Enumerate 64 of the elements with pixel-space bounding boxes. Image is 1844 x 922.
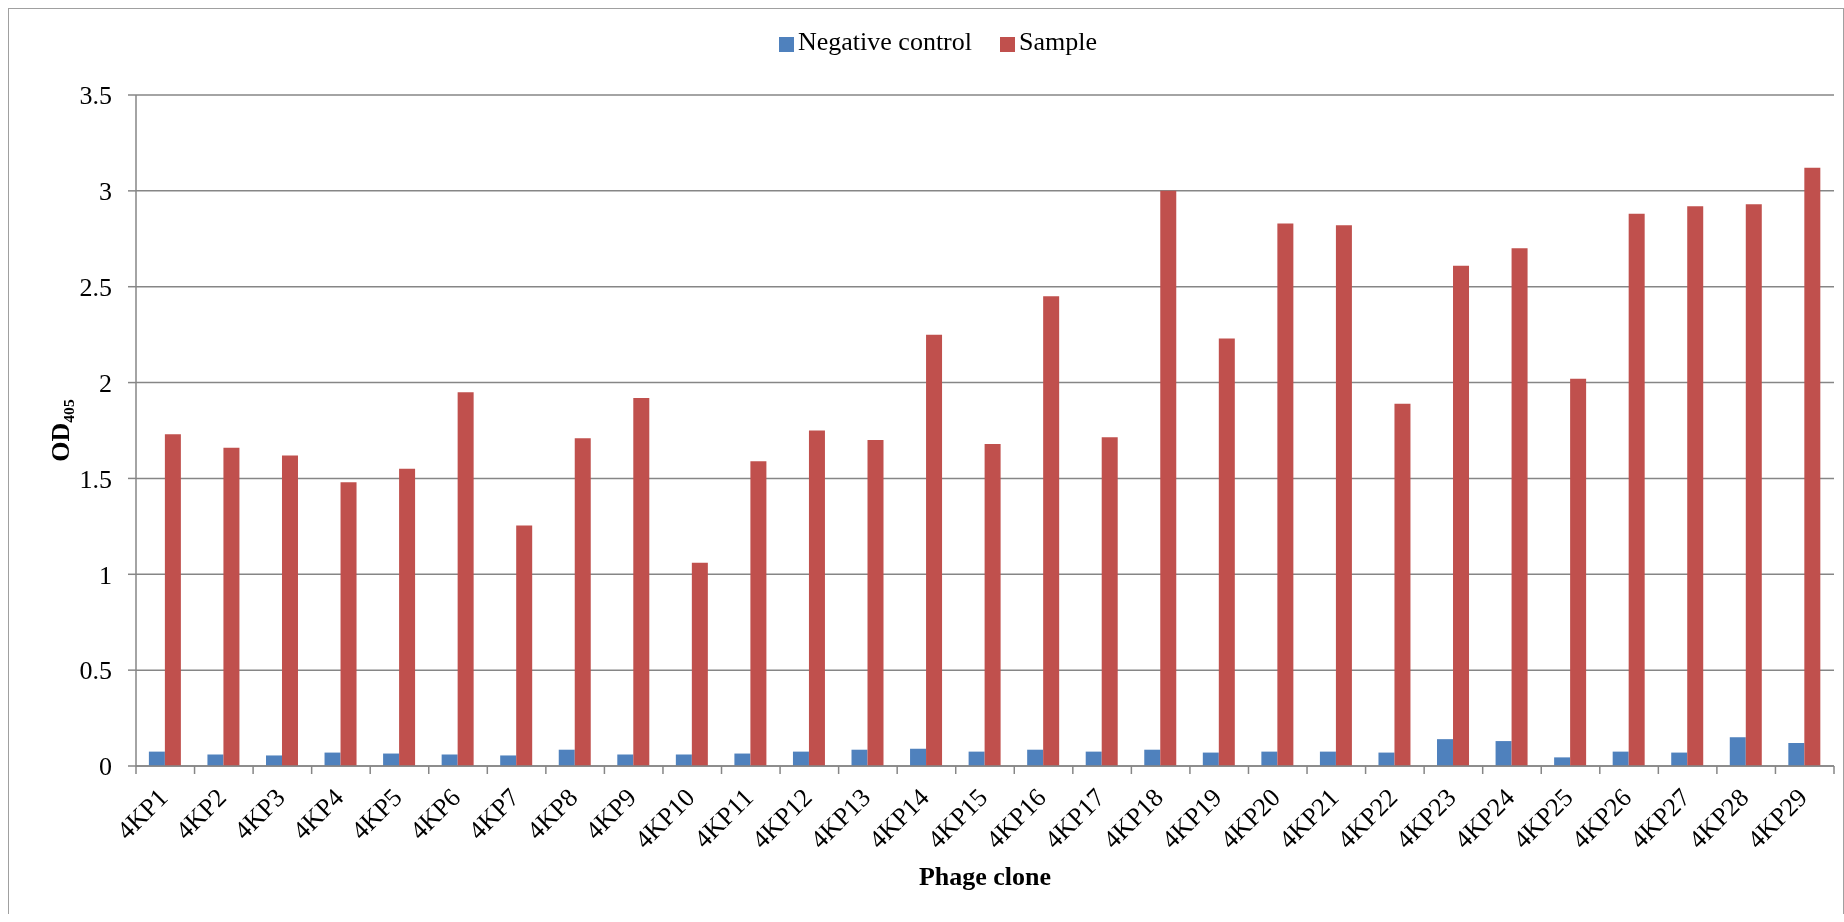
bar (1335, 225, 1352, 766)
bar (441, 754, 458, 766)
bar (1612, 751, 1629, 766)
bar (1628, 213, 1645, 766)
bar (792, 751, 809, 766)
bar (910, 748, 927, 766)
bar (1144, 749, 1161, 766)
bar (558, 749, 575, 766)
bar (1085, 751, 1102, 766)
bar (500, 755, 517, 766)
bar (1687, 206, 1704, 766)
legend-label: Sample (1019, 27, 1097, 56)
bar (1101, 437, 1118, 766)
bar (926, 334, 943, 766)
bar (968, 751, 985, 766)
bar (984, 443, 1001, 766)
bar (1788, 742, 1805, 766)
y-tick-label: 0.5 (79, 656, 112, 686)
bar (1218, 338, 1235, 766)
bar (808, 430, 825, 766)
bar (633, 397, 650, 766)
bar (516, 525, 533, 766)
y-tick-label: 1.5 (79, 464, 112, 494)
y-tick-label: 3.5 (79, 81, 112, 111)
bar (340, 482, 357, 766)
y-tick-label: 2.5 (79, 272, 112, 302)
bar (1511, 248, 1528, 766)
bar (1277, 223, 1294, 766)
bar (148, 751, 165, 766)
bar (617, 754, 634, 766)
bar (574, 438, 591, 766)
bar (1554, 757, 1571, 766)
y-tick-label: 2 (99, 368, 112, 398)
y-tick-label: 3 (99, 177, 112, 207)
bar (1437, 739, 1454, 766)
bar (675, 754, 692, 766)
bar (750, 461, 767, 766)
bar (1745, 204, 1762, 766)
bar (1027, 749, 1044, 766)
bar (1804, 167, 1821, 766)
bar (281, 455, 298, 766)
bar (867, 440, 884, 766)
x-axis-title: Phage clone (918, 862, 1052, 891)
bar (1160, 190, 1177, 766)
bar (164, 434, 181, 766)
bar (851, 749, 868, 766)
y-tick-label: 1 (99, 560, 112, 590)
legend-label: Negative control (798, 27, 972, 56)
bar (1570, 378, 1587, 766)
bar (691, 562, 708, 766)
bar (457, 392, 474, 766)
bar (399, 468, 416, 766)
bar (207, 754, 224, 766)
bar (1043, 296, 1060, 766)
bar (1495, 741, 1512, 766)
bar (1319, 751, 1336, 766)
bar (1394, 403, 1411, 766)
bar (1729, 737, 1746, 766)
bar (1453, 265, 1470, 766)
bar (265, 755, 282, 766)
y-tick-label: 0 (99, 752, 112, 782)
bar (1261, 751, 1278, 766)
y-axis-title: OD₄₀₅ (45, 399, 75, 462)
bar (223, 447, 240, 766)
